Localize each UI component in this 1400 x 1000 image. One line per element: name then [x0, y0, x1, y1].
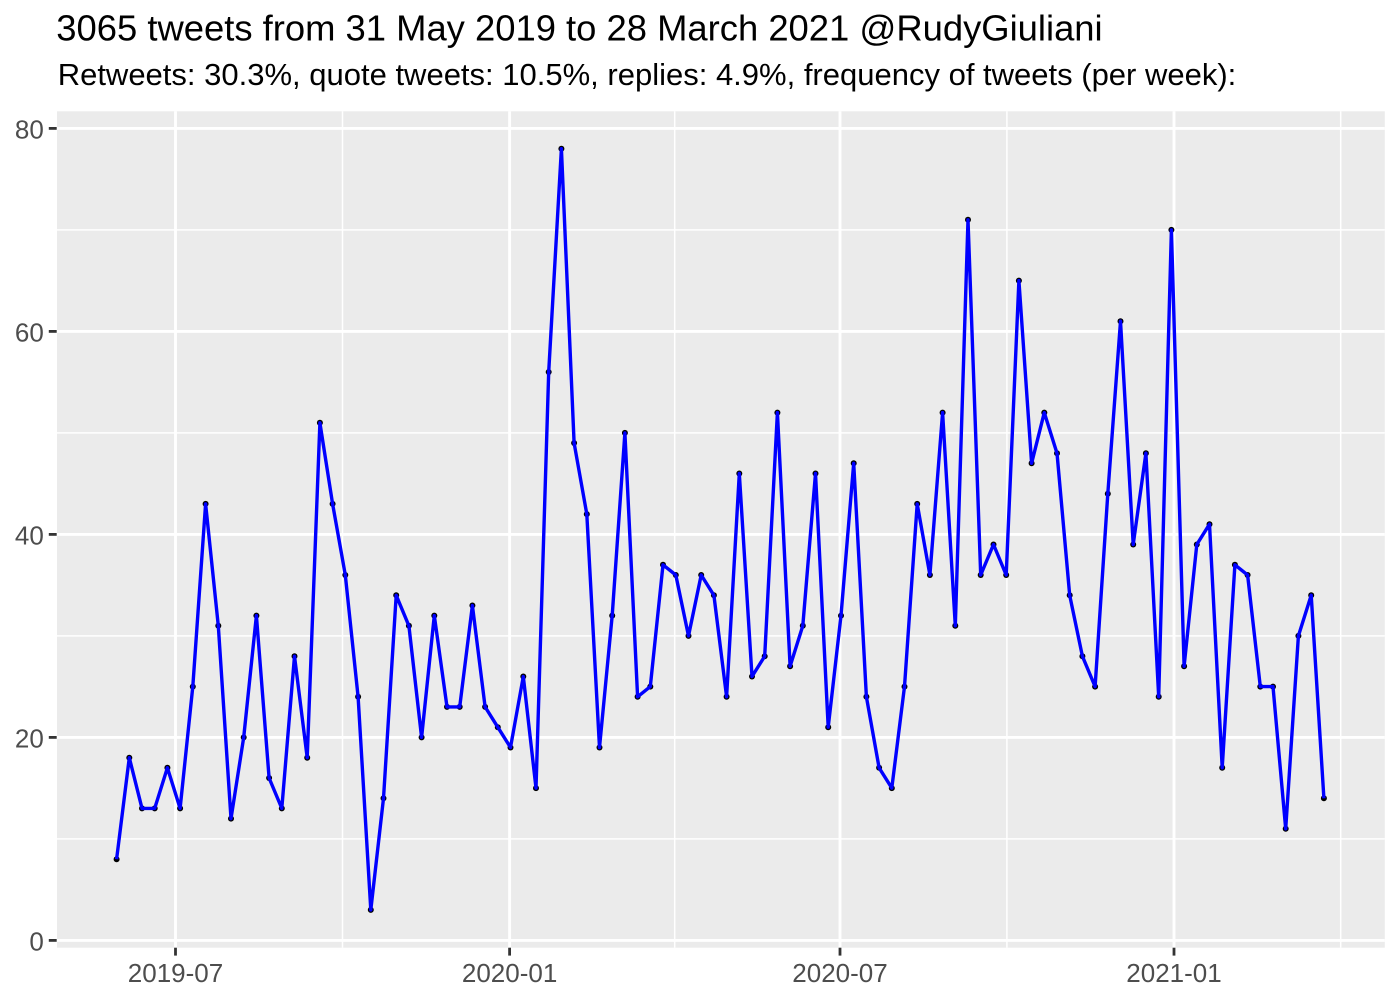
svg-text:Retweets: 30.3%, quote tweets:: Retweets: 30.3%, quote tweets: 10.5%, re…	[58, 57, 1237, 92]
svg-text:0: 0	[29, 926, 43, 956]
svg-text:3065 tweets from 31 May 2019 t: 3065 tweets from 31 May 2019 to 28 March…	[56, 8, 1102, 49]
svg-text:2019-07: 2019-07	[128, 958, 223, 988]
svg-text:2020-01: 2020-01	[462, 958, 557, 988]
svg-text:80: 80	[15, 114, 44, 144]
svg-text:60: 60	[15, 317, 44, 347]
svg-text:20: 20	[15, 723, 44, 753]
svg-text:2020-07: 2020-07	[792, 958, 887, 988]
svg-text:2021-01: 2021-01	[1126, 958, 1221, 988]
svg-text:40: 40	[15, 520, 44, 550]
